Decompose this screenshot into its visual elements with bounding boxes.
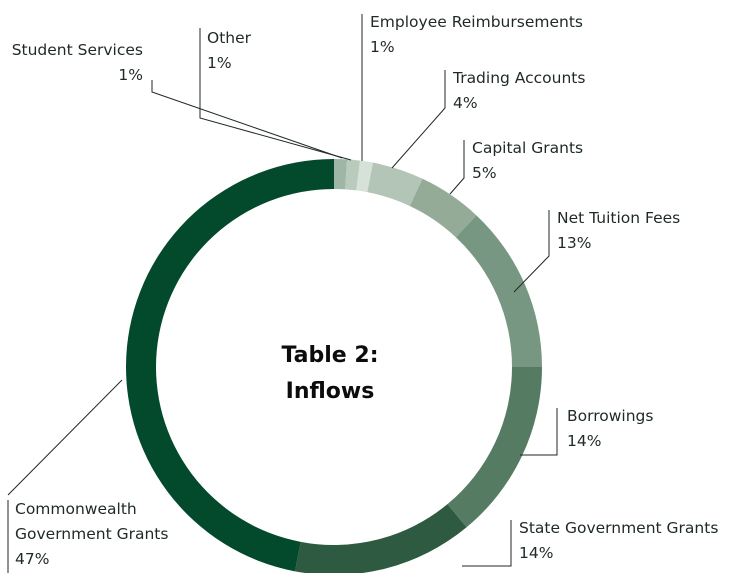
value-label: 13% <box>557 234 592 252</box>
leader-line <box>7 379 123 496</box>
category-label: Commonwealth Government Grants <box>15 500 169 543</box>
category-label: Other <box>207 29 252 47</box>
chart-title: Table 2: <box>282 343 379 368</box>
value-label: 1% <box>207 54 232 72</box>
category-label: Employee Reimbursements <box>370 13 583 31</box>
category-label: Capital Grants <box>472 139 584 157</box>
value-label: 14% <box>567 432 602 450</box>
category-label: Trading Accounts <box>453 69 586 87</box>
leader-line <box>520 408 558 456</box>
value-label: 4% <box>453 94 478 112</box>
donut-segment <box>126 159 335 572</box>
donut-segment <box>345 159 361 191</box>
chart-title: Inflows <box>286 379 375 404</box>
leader-line <box>151 80 343 159</box>
leader-line <box>199 28 352 161</box>
leader-line <box>391 70 446 169</box>
value-label: 1% <box>370 38 395 56</box>
donut-segment <box>295 504 467 573</box>
donut-segment <box>334 159 348 190</box>
donut-segment <box>455 215 542 367</box>
value-label: 47% <box>15 550 50 568</box>
category-label: State Government Grants <box>519 519 719 537</box>
donut-segment <box>447 367 542 528</box>
donut-segment <box>409 178 477 238</box>
value-label: 5% <box>472 164 497 182</box>
value-label: 14% <box>519 544 554 562</box>
category-label: Borrowings <box>567 407 654 425</box>
value-label: 1% <box>118 66 143 84</box>
donut-segment <box>367 162 423 206</box>
leader-line <box>513 210 550 293</box>
donut-segment <box>356 160 373 193</box>
leader-line <box>462 520 512 567</box>
category-label: Net Tuition Fees <box>557 209 681 227</box>
category-label: Student Services <box>11 41 143 59</box>
leader-line <box>449 140 465 195</box>
